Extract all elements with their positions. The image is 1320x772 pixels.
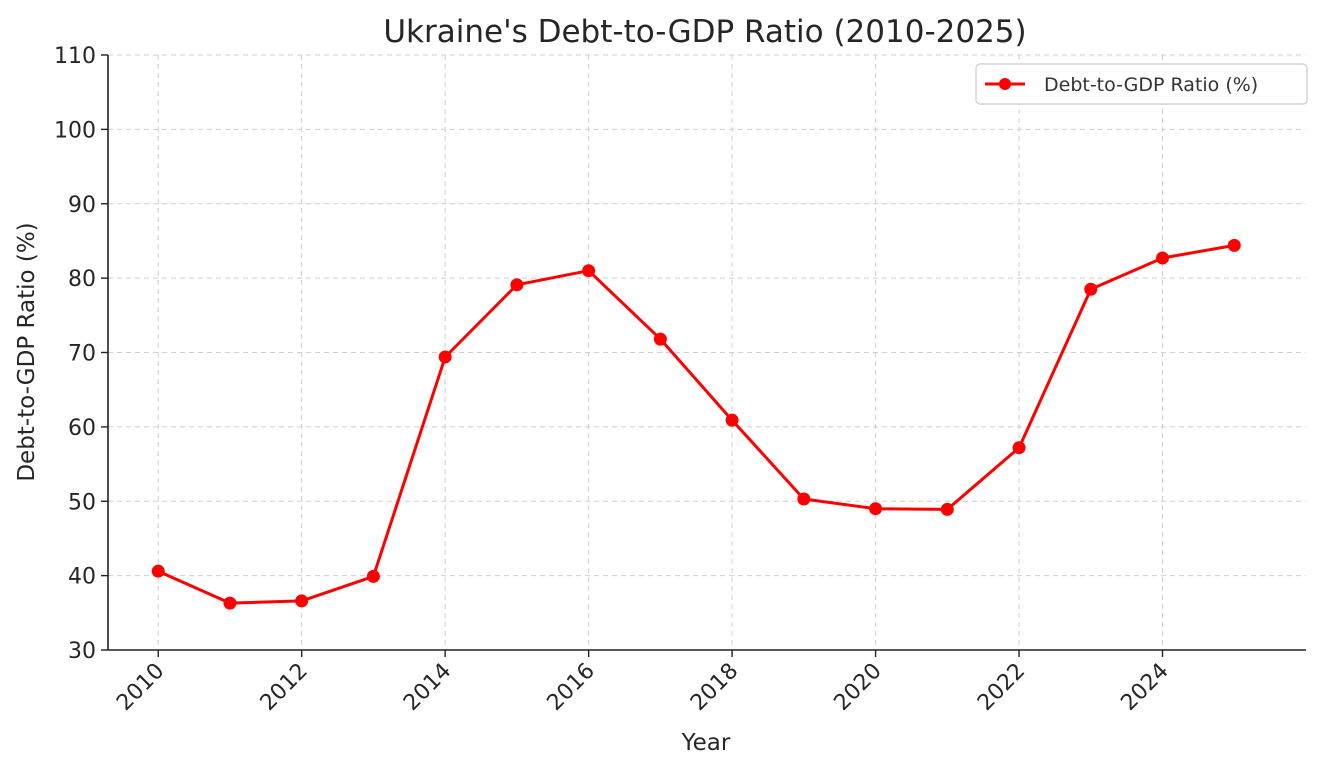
- data-point: [295, 594, 309, 608]
- series-line: [156, 243, 1236, 605]
- y-tick-label: 60: [68, 416, 96, 441]
- data-point: [940, 502, 954, 516]
- y-tick-label: 90: [68, 193, 96, 218]
- data-point: [869, 502, 883, 516]
- data-point: [1156, 251, 1170, 265]
- x-tick-label: 2016: [543, 659, 600, 716]
- legend-marker-swatch: [999, 78, 1011, 90]
- data-point: [1227, 238, 1241, 252]
- x-tick-label: 2018: [686, 659, 743, 716]
- legend-label: Debt-to-GDP Ratio (%): [1044, 74, 1258, 96]
- y-ticks: 30 40 50 60 70 80 90 100 110: [54, 44, 108, 664]
- data-point: [1012, 441, 1026, 455]
- y-tick-label: 40: [68, 565, 96, 590]
- legend-frame: [975, 63, 1308, 105]
- chart-title: Ukraine's Debt-to-GDP Ratio (2010-2025): [383, 14, 1026, 50]
- series-group: [151, 238, 1241, 610]
- y-tick-label: 110: [54, 44, 96, 69]
- y-tick-label: 100: [54, 118, 96, 143]
- legend: Debt-to-GDP Ratio (%): [975, 63, 1308, 105]
- data-point: [653, 332, 667, 346]
- x-tick-label: 2010: [112, 659, 169, 716]
- y-tick-label: 80: [68, 267, 96, 292]
- data-point: [725, 413, 739, 427]
- y-tick-label: 70: [68, 342, 96, 367]
- data-point: [582, 264, 596, 278]
- data-point: [151, 564, 165, 578]
- y-tick-label: 30: [68, 639, 96, 664]
- y-axis-label: Debt-to-GDP Ratio (%): [14, 222, 40, 481]
- y-tick-label: 50: [68, 490, 96, 515]
- x-axis-label: Year: [681, 730, 731, 756]
- data-point: [223, 596, 237, 610]
- data-point: [1084, 282, 1098, 296]
- x-tick-label: 2020: [830, 659, 887, 716]
- x-tick-label: 2024: [1116, 659, 1173, 716]
- grid: [108, 54, 1306, 651]
- data-point: [438, 350, 452, 364]
- data-point: [797, 492, 811, 506]
- x-tick-label: 2012: [256, 659, 313, 716]
- data-point: [510, 278, 524, 292]
- data-point: [366, 569, 380, 583]
- x-tick-label: 2022: [973, 659, 1030, 716]
- x-tick-label: 2014: [399, 659, 456, 716]
- x-ticks: 2010 2012 2014 2016 2018 2020 2022 2024: [112, 650, 1174, 716]
